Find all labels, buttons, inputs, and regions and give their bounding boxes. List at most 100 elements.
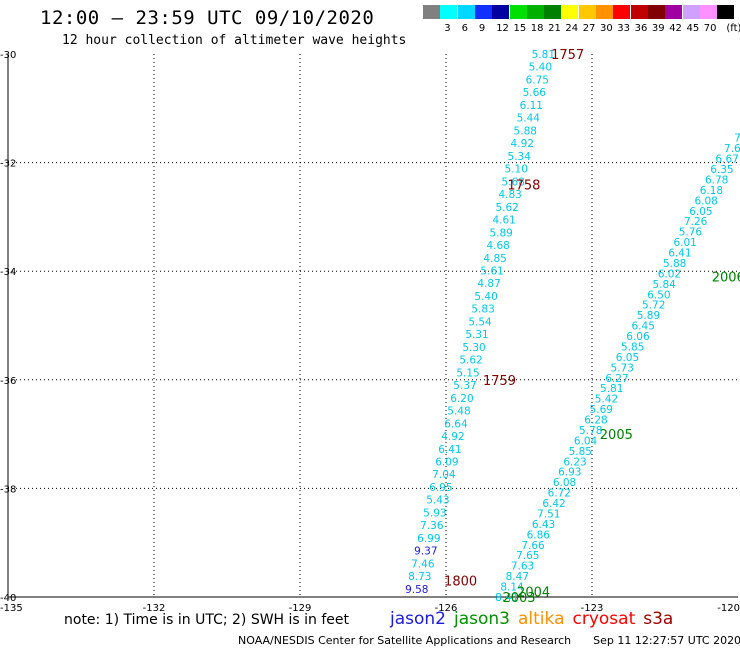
lon-tick-label: -135 (0, 603, 23, 614)
swh-value-label: 5.30 (462, 342, 485, 354)
swh-value-label: 5.76 (679, 227, 703, 239)
swh-value-label: 7.65 (516, 550, 539, 562)
legend-label: 30 (600, 23, 613, 34)
satellite-jason2: jason2 (390, 609, 446, 629)
legend-swatch (492, 5, 510, 19)
swh-value-label: 6.27 (605, 373, 628, 385)
legend-unit: (ft) (726, 23, 740, 34)
swh-value-label: 6.93 (558, 467, 581, 479)
legend-label: 33 (617, 23, 631, 34)
swh-value-label: 5.84 (652, 279, 676, 291)
swh-value-label: 6.04 (574, 435, 598, 447)
swh-value-label: 7.26 (684, 216, 708, 228)
lon-tick-label: -129 (289, 603, 312, 614)
legend-swatch (509, 5, 527, 19)
swh-value-label: 6.05 (689, 206, 712, 218)
legend-swatch (596, 5, 613, 19)
units-note: note: 1) Time is in UTC; 2) SWH is in fe… (64, 612, 350, 628)
swh-value-label: 7 (734, 133, 740, 145)
swh-value-label: 6.20 (450, 393, 473, 405)
footer-timestamp: Sep 11 12:27:57 UTC 2020 (593, 634, 740, 647)
swh-value-label: 4.83 (498, 189, 521, 201)
swh-value-label: 6.01 (673, 237, 696, 249)
footer: NOAA/NESDIS Center for Satellite Applica… (238, 634, 740, 647)
legend-swatch (717, 5, 735, 19)
satellite-altika: altika (518, 609, 565, 629)
swh-value-label: 6.78 (705, 174, 728, 186)
lat-tick-label: -30 (0, 50, 16, 61)
swh-value-label: 5.62 (495, 202, 518, 214)
swh-value-label: 7.66 (521, 540, 545, 552)
legend-swatch (630, 5, 648, 19)
swh-value-label: 6.08 (553, 477, 576, 489)
swh-value-label: 6.35 (710, 164, 733, 176)
pass-time-label: 1757 (551, 48, 584, 63)
legend-label: 45 (686, 23, 700, 34)
swh-value-label: 7.36 (420, 520, 444, 532)
swh-value-label: 7.6 (724, 143, 740, 155)
swh-value-label: 5.68 (502, 176, 525, 188)
swh-value-label: 6.43 (532, 519, 555, 531)
swh-value-label: 6.64 (444, 418, 468, 430)
satellite-s3a: s3a (643, 609, 674, 629)
swh-value-label: 6.75 (526, 74, 549, 86)
swh-value-label: 5.73 (611, 362, 634, 374)
swh-value-label: 5.62 (459, 355, 482, 367)
lon-tick-label: -126 (435, 603, 458, 614)
legend-swatch (578, 5, 596, 19)
swh-value-label: 6.41 (668, 248, 691, 260)
pass-time-label: 1758 (507, 178, 540, 193)
pass-time-label: 1759 (483, 374, 516, 389)
swh-value-label: 6.42 (542, 498, 565, 510)
swh-value-label: 6.50 (647, 289, 670, 301)
swh-value-label: 4.92 (441, 431, 464, 443)
swh-value-label: 5.54 (468, 316, 492, 328)
map-title: 12:00 – 23:59 UTC 09/10/2020 (40, 7, 375, 29)
swh-value-label: 5.85 (621, 341, 644, 353)
swh-value-label: 5.66 (523, 87, 547, 99)
legend-label: 18 (530, 23, 544, 34)
swh-value-label: 6.08 (694, 195, 717, 207)
legend-label: 70 (703, 23, 717, 34)
swh-value-label: 5.85 (569, 446, 592, 458)
lat-tick-label: -34 (0, 267, 16, 278)
satellite-legend: jason2 jason3 altika cryosat s3a (390, 609, 681, 629)
lat-tick-label: -32 (0, 159, 16, 170)
swh-value-label: 5.31 (465, 329, 488, 341)
pass-time-label: 2006 (712, 271, 740, 286)
swh-value-label: 6.95 (429, 482, 452, 494)
lon-tick-label: -132 (143, 603, 166, 614)
lat-tick-label: -40 (0, 593, 16, 604)
swh-value-label: 7.63 (511, 561, 534, 573)
legend-label: 24 (565, 23, 579, 34)
legend-label: 15 (513, 23, 527, 34)
pass-time-label: 2003 (502, 591, 535, 606)
swh-value-label: 5.72 (642, 300, 665, 312)
legend-swatch (647, 5, 665, 19)
lat-tick-label: -36 (0, 376, 16, 387)
legend-swatch (665, 5, 683, 19)
pass-time-label: 2005 (600, 428, 633, 443)
swh-value-label: 5.88 (514, 125, 537, 137)
swh-value-label: 5.10 (505, 164, 528, 176)
swh-value-label: 5.34 (508, 151, 532, 163)
legend-label: 9 (478, 23, 486, 34)
swh-value-label: 5.61 (480, 265, 503, 277)
legend-swatch (699, 5, 717, 19)
legend-swatch (561, 5, 579, 19)
legend-swatch (457, 5, 475, 19)
lat-tick-label: -38 (0, 484, 16, 495)
swh-value-label: 6.67 (715, 154, 738, 166)
swh-value-label: 4.68 (486, 240, 509, 252)
swh-value-label: 5.48 (447, 406, 470, 418)
legend-label: 27 (582, 23, 596, 34)
swh-value-label: 5.93 (423, 507, 446, 519)
lon-tick-label: -123 (581, 603, 604, 614)
legend-label: 42 (669, 23, 682, 34)
swh-value-label: 8.41 (495, 592, 518, 604)
swh-value-label: 6.02 (658, 268, 681, 280)
swh-value-label: 5.81 (600, 383, 623, 395)
legend-swatch (613, 5, 631, 19)
legend-swatch (544, 5, 562, 19)
swh-value-label: 6.05 (616, 352, 639, 364)
